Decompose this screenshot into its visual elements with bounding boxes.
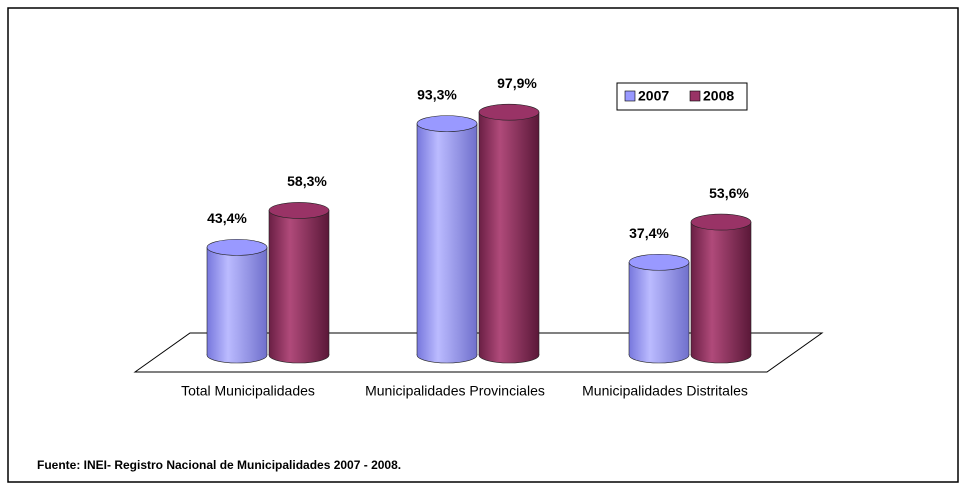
cylinder-top <box>690 213 752 231</box>
source-note: Fuente: INEI- Registro Nacional de Munic… <box>37 458 401 472</box>
legend-swatch <box>689 90 701 102</box>
value-label: 97,9% <box>497 75 537 91</box>
bar <box>417 123 477 355</box>
bar <box>269 210 329 355</box>
x-tick-label: Total Municipalidades <box>181 383 315 399</box>
x-tick-label: Municipalidades Distritales <box>582 383 748 399</box>
value-label: 58,3% <box>287 173 327 189</box>
bar <box>207 247 267 355</box>
bar <box>479 112 539 355</box>
cylinder-top <box>478 103 540 121</box>
cylinder-top <box>206 239 268 256</box>
bar <box>629 262 689 355</box>
legend-swatch <box>624 90 636 102</box>
cylinder-top <box>416 115 478 132</box>
legend-label: 2007 <box>638 88 669 104</box>
legend-label: 2008 <box>703 88 734 104</box>
value-label: 43,4% <box>207 210 247 226</box>
bar <box>691 222 751 355</box>
value-label: 93,3% <box>417 86 457 102</box>
cylinder-top <box>628 253 690 271</box>
value-label: 53,6% <box>709 185 749 201</box>
x-tick-label: Municipalidades Provinciales <box>365 383 545 399</box>
cylinder-top <box>268 202 330 219</box>
value-label: 37,4% <box>629 225 669 241</box>
legend <box>616 82 748 111</box>
